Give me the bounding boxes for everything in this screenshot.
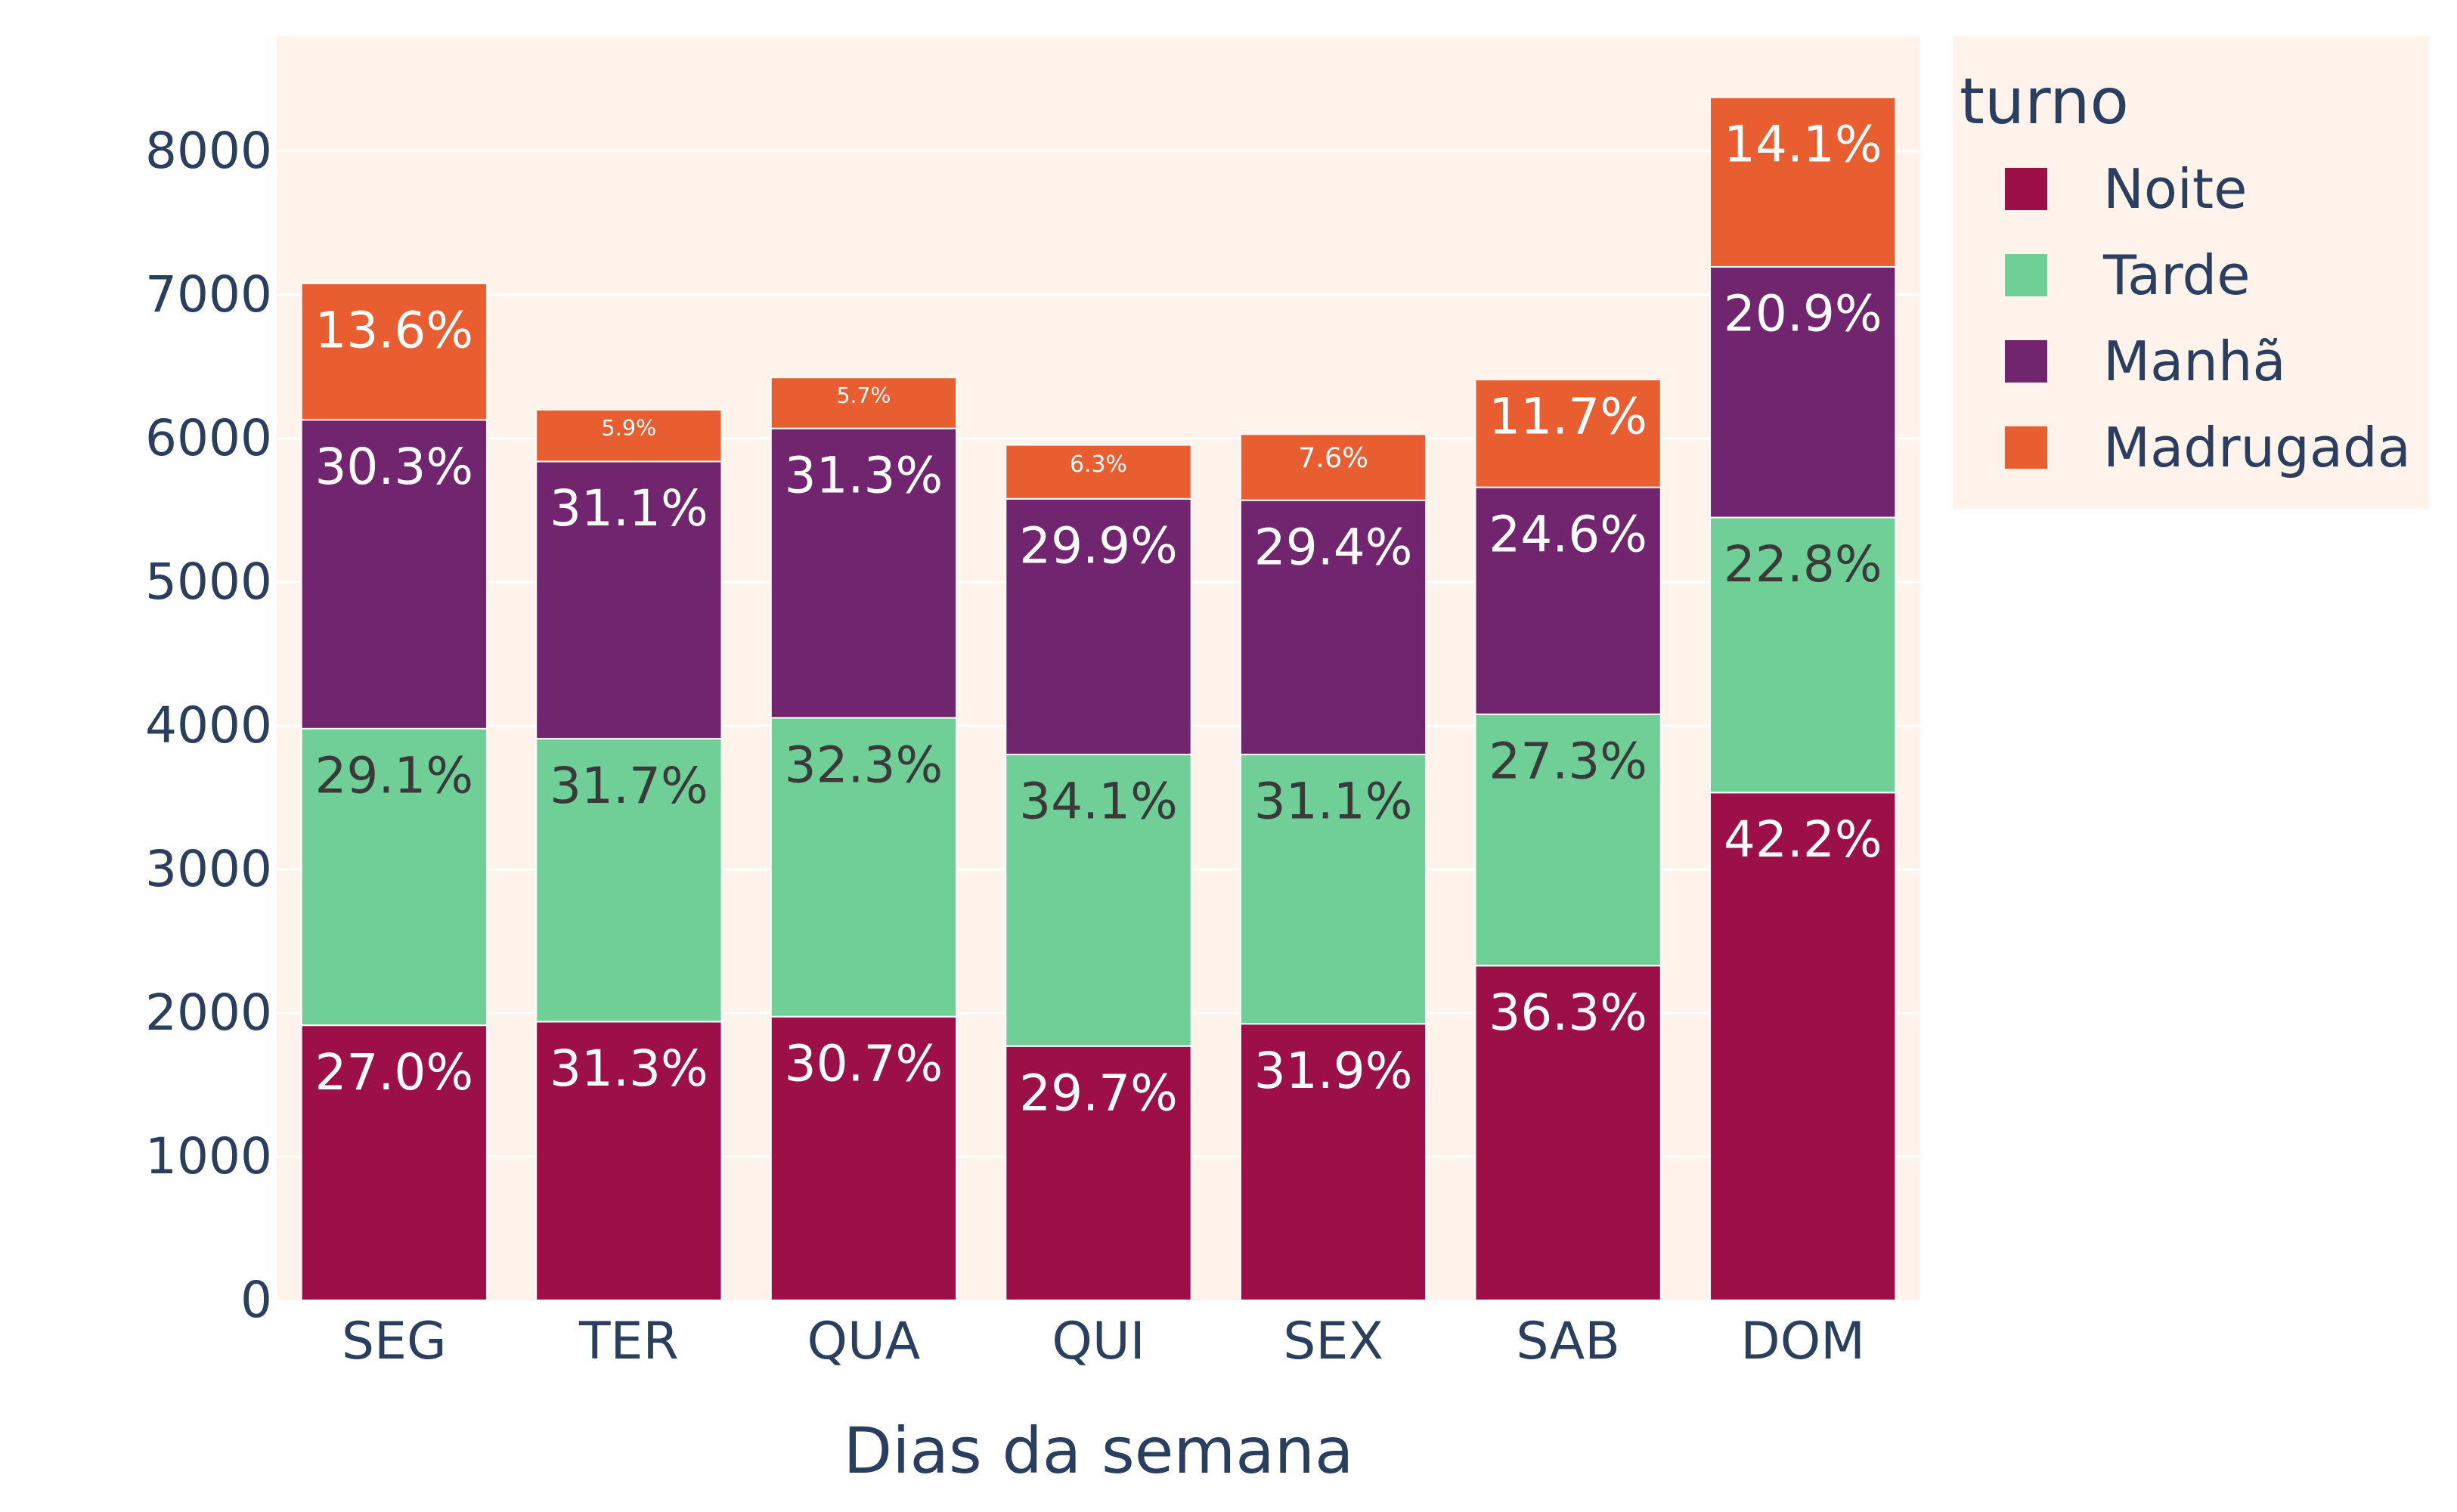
y-tick-label: 4000 [145, 696, 272, 754]
bar-tarde-dom [1709, 516, 1897, 794]
x-axis-title: Dias da semana [844, 1414, 1354, 1488]
bar-noite-sab [1474, 965, 1662, 1302]
data-label: 32.3% [785, 736, 943, 794]
legend-title: turno [1960, 64, 2129, 138]
bar-madrugada-qui [1005, 444, 1192, 500]
bar-noite-qua [770, 1015, 958, 1301]
bar-tarde-sex [1239, 754, 1427, 1025]
data-label: 6.3% [1070, 451, 1127, 478]
data-label: 7.6% [1298, 442, 1368, 474]
data-label: 31.3% [785, 446, 943, 504]
legend-item-label: Noite [2103, 157, 2247, 221]
bar-manh-ter [535, 460, 723, 740]
bar-madrugada-seg [300, 282, 488, 421]
x-tick-label: QUI [1052, 1312, 1145, 1371]
data-label: 30.3% [314, 438, 473, 496]
data-label: 29.7% [1019, 1064, 1178, 1122]
bar-manh-sex [1239, 499, 1427, 755]
bar-tarde-sab [1474, 713, 1662, 967]
bar-tarde-ter [535, 738, 723, 1023]
bar-madrugada-sab [1474, 379, 1662, 488]
data-label: 27.0% [314, 1043, 473, 1101]
data-label: 29.9% [1019, 517, 1178, 575]
legend-swatch-noite [2005, 168, 2047, 210]
bar-manh-qui [1005, 497, 1192, 755]
data-label: 42.2% [1724, 810, 1882, 869]
data-label: 30.7% [785, 1034, 943, 1092]
x-tick-label: DOM [1740, 1312, 1865, 1371]
data-label: 13.6% [314, 302, 473, 360]
data-label: 14.1% [1724, 115, 1882, 173]
bar-madrugada-dom [1709, 96, 1897, 268]
data-label: 31.1% [1254, 773, 1413, 831]
legend-item-label: Madrugada [2103, 416, 2411, 479]
y-tick-label: 6000 [145, 409, 272, 467]
data-label: 20.9% [1724, 285, 1882, 343]
y-tick-label: 5000 [145, 553, 272, 611]
bar-tarde-qua [770, 717, 958, 1018]
data-label: 24.6% [1489, 505, 1647, 563]
data-label: 31.7% [550, 757, 708, 815]
data-label: 29.4% [1254, 518, 1413, 576]
y-tick-label: 3000 [145, 840, 272, 898]
bar-manh-seg [300, 419, 488, 730]
legend-item-label: Tarde [2102, 243, 2251, 307]
y-tick-label: 1000 [145, 1127, 272, 1185]
x-tick-label: TER [578, 1312, 679, 1371]
bar-madrugada-ter [535, 409, 723, 463]
y-tick-label: 8000 [145, 122, 272, 180]
legend-swatch-madrugada [2005, 426, 2047, 469]
data-label: 36.3% [1489, 984, 1647, 1042]
bar-madrugada-sex [1239, 433, 1427, 501]
data-label: 31.9% [1254, 1042, 1413, 1100]
data-label: 5.9% [601, 415, 656, 441]
y-tick-label: 0 [240, 1271, 272, 1329]
bar-madrugada-qua [770, 376, 958, 429]
y-tick-label: 7000 [145, 265, 272, 324]
x-tick-label: SAB [1516, 1312, 1620, 1371]
legend-swatch-manh [2005, 340, 2047, 383]
data-label: 27.3% [1489, 733, 1647, 791]
legend-item-label: Manhã [2103, 330, 2286, 393]
data-label: 34.1% [1019, 773, 1178, 831]
data-label: 5.7% [836, 383, 891, 408]
bar-manh-sab [1474, 486, 1662, 715]
bar-noite-sex [1239, 1023, 1427, 1301]
x-tick-label: QUA [807, 1312, 921, 1371]
bar-tarde-seg [300, 727, 488, 1027]
x-tick-label: SEX [1283, 1312, 1383, 1371]
bar-noite-qui [1005, 1045, 1192, 1301]
legend-swatch-tarde [2005, 254, 2047, 296]
data-label: 22.8% [1724, 535, 1882, 593]
bar-noite-seg [300, 1024, 488, 1302]
data-label: 31.3% [550, 1040, 708, 1098]
x-tick-label: SEG [342, 1312, 447, 1371]
bar-noite-dom [1709, 792, 1897, 1301]
bar-noite-ter [535, 1021, 723, 1302]
bar-tarde-qui [1005, 754, 1192, 1047]
data-label: 29.1% [314, 747, 473, 805]
y-tick-label: 2000 [145, 984, 272, 1042]
data-label: 31.1% [550, 479, 708, 538]
bar-manh-qua [770, 427, 958, 719]
data-label: 11.7% [1489, 387, 1647, 445]
